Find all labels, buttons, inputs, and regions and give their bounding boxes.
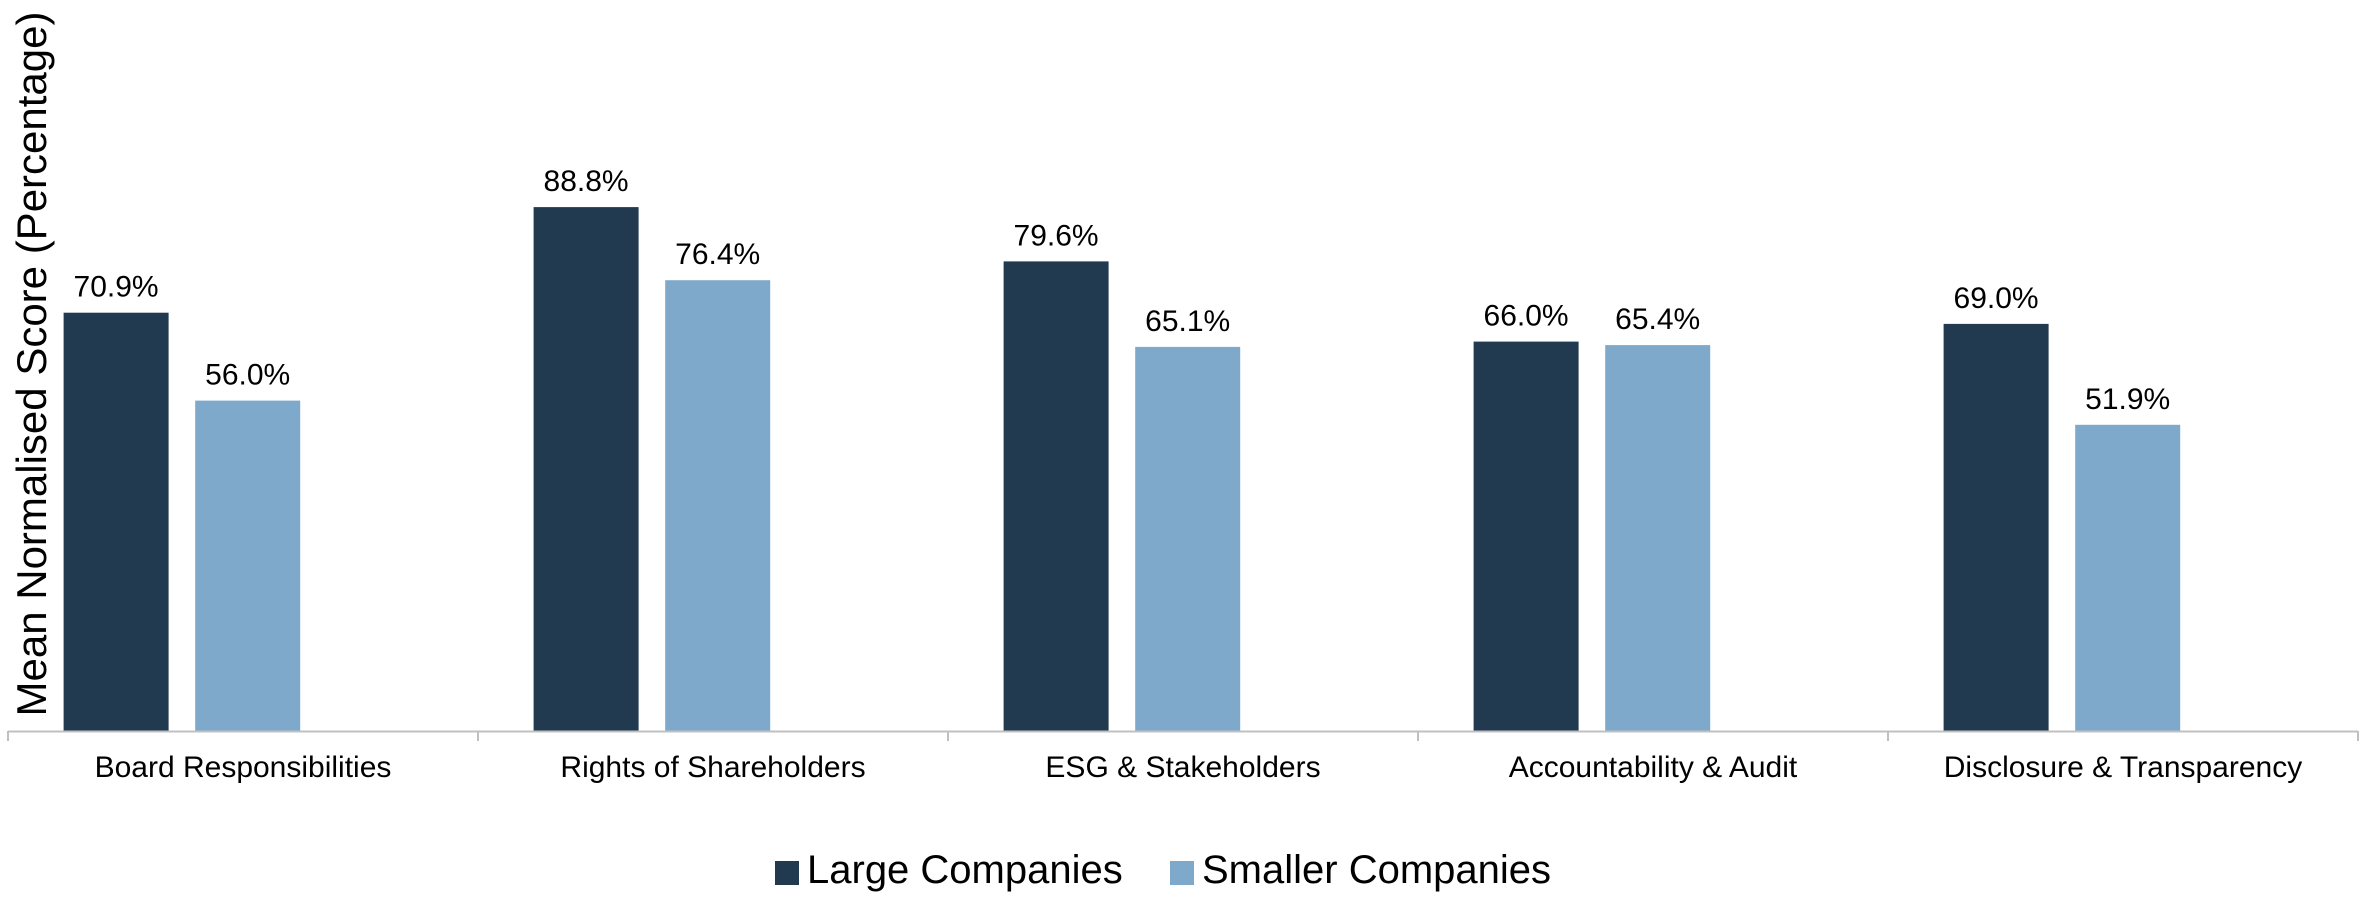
- bar-smaller-3: [1605, 345, 1711, 731]
- legend-label-large: Large Companies: [807, 848, 1123, 892]
- x-axis: Board Responsibilities Rights of Sharehol…: [7, 730, 2359, 784]
- x-tick-label-3: Accountability & Audit: [1509, 751, 1798, 784]
- bar-smaller-0: [195, 400, 301, 731]
- bar-smaller-2: [1135, 346, 1241, 731]
- bar-large-4: [1943, 323, 2049, 731]
- bar-large-3: [1473, 341, 1579, 731]
- x-tick-label-2: ESG & Stakeholders: [1045, 751, 1320, 784]
- legend-swatch-smaller: [1170, 861, 1194, 885]
- bar-large-0: [63, 312, 169, 731]
- y-axis-label: Mean Normalised Score (Percentage): [8, 12, 55, 717]
- x-tick-label-0: Board Responsibilities: [95, 751, 392, 784]
- data-label-smaller-0: 56.0%: [205, 359, 290, 392]
- bar-smaller-4: [2075, 424, 2181, 731]
- data-label-large-0: 70.9%: [74, 271, 159, 304]
- data-label-large-4: 69.0%: [1954, 282, 2039, 315]
- bars-layer: [63, 207, 2181, 732]
- data-label-smaller-4: 51.9%: [2085, 383, 2170, 416]
- bar-large-1: [533, 207, 639, 732]
- data-label-smaller-2: 65.1%: [1145, 305, 1230, 338]
- legend: Large Companies Smaller Companies: [775, 848, 1551, 892]
- bar-large-2: [1003, 261, 1109, 731]
- data-label-smaller-3: 65.4%: [1615, 303, 1700, 336]
- data-label-large-3: 66.0%: [1484, 300, 1569, 333]
- legend-swatch-large: [775, 861, 799, 885]
- x-tick-label-1: Rights of Shareholders: [560, 751, 865, 784]
- legend-label-smaller: Smaller Companies: [1202, 848, 1551, 892]
- data-label-smaller-1: 76.4%: [675, 238, 760, 271]
- data-label-large-1: 88.8%: [544, 165, 629, 198]
- data-labels-layer: 70.9% 56.0% 88.8% 76.4% 79.6% 65.1% 66.0% 65.4%…: [74, 165, 2171, 416]
- bar-smaller-1: [665, 280, 771, 731]
- x-tick-label-4: Disclosure & Transparency: [1944, 751, 2302, 784]
- data-label-large-2: 79.6%: [1014, 219, 1099, 252]
